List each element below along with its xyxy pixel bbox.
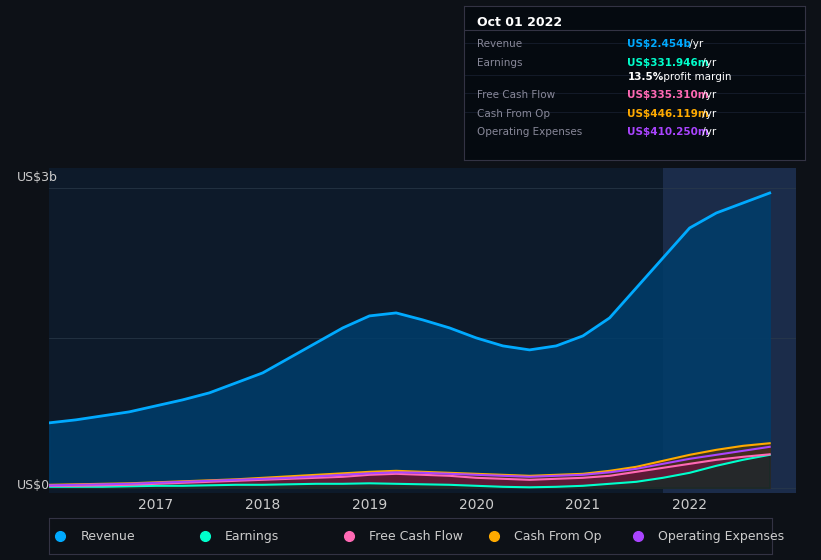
Text: Earnings: Earnings: [478, 58, 523, 68]
Text: 13.5%: 13.5%: [627, 72, 663, 82]
Text: /yr: /yr: [699, 109, 716, 119]
Text: Free Cash Flow: Free Cash Flow: [478, 90, 556, 100]
Text: /yr: /yr: [699, 90, 716, 100]
Text: US$2.454b: US$2.454b: [627, 39, 691, 49]
Text: Operating Expenses: Operating Expenses: [478, 127, 583, 137]
Text: Revenue: Revenue: [478, 39, 523, 49]
Text: Operating Expenses: Operating Expenses: [658, 530, 784, 543]
Text: Cash From Op: Cash From Op: [478, 109, 551, 119]
Text: US$331.946m: US$331.946m: [627, 58, 709, 68]
Text: /yr: /yr: [686, 39, 703, 49]
Text: US$410.250m: US$410.250m: [627, 127, 709, 137]
Text: /yr: /yr: [699, 127, 716, 137]
Text: Cash From Op: Cash From Op: [514, 530, 601, 543]
Text: Free Cash Flow: Free Cash Flow: [369, 530, 463, 543]
Text: US$446.119m: US$446.119m: [627, 109, 709, 119]
Text: Earnings: Earnings: [225, 530, 279, 543]
Text: US$3b: US$3b: [16, 171, 57, 184]
Text: US$335.310m: US$335.310m: [627, 90, 709, 100]
Text: US$0: US$0: [16, 479, 49, 492]
Bar: [663, 168, 796, 493]
Text: Oct 01 2022: Oct 01 2022: [478, 16, 562, 29]
Text: profit margin: profit margin: [660, 72, 732, 82]
Text: /yr: /yr: [699, 58, 716, 68]
Text: Revenue: Revenue: [80, 530, 135, 543]
